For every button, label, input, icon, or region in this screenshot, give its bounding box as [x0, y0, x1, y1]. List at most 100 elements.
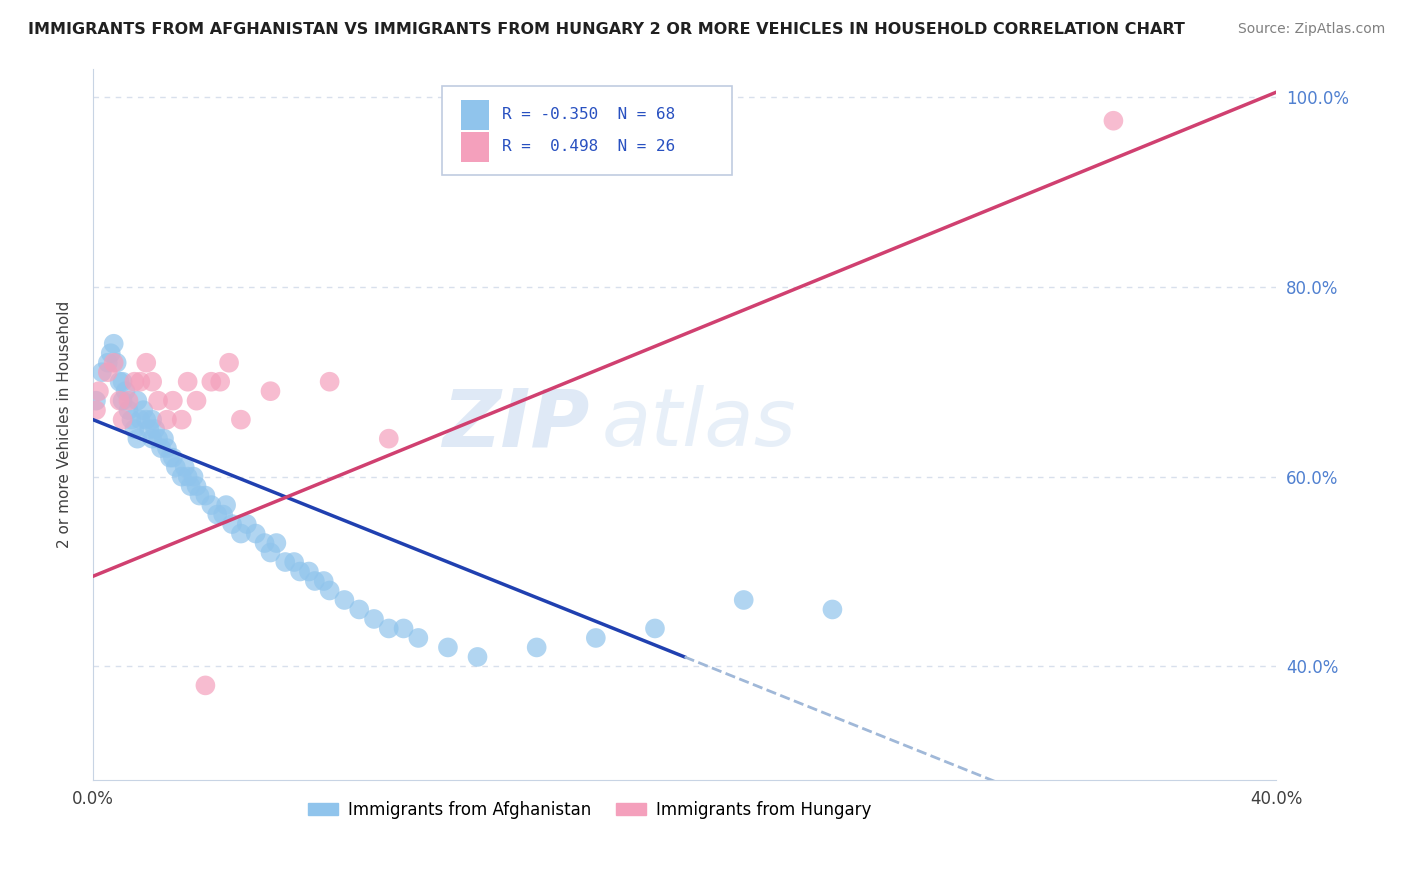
Point [298, 565, 321, 579]
Point [117, 393, 139, 408]
Point [121, 412, 143, 426]
Text: Source: ZipAtlas.com: Source: ZipAtlas.com [1237, 22, 1385, 37]
Text: IMMIGRANTS FROM AFGHANISTAN VS IMMIGRANTS FROM HUNGARY 2 OR MORE VEHICLES IN HOU: IMMIGRANTS FROM AFGHANISTAN VS IMMIGRANT… [28, 22, 1185, 37]
Point [200, 375, 222, 389]
Point [274, 555, 297, 569]
Point [236, 517, 259, 532]
Point [209, 375, 232, 389]
FancyBboxPatch shape [461, 100, 489, 129]
Point [141, 412, 163, 426]
Point [333, 593, 356, 607]
Point [259, 384, 281, 399]
Point [97, 365, 120, 379]
Point [176, 469, 198, 483]
Point [215, 498, 238, 512]
Point [266, 536, 288, 550]
Point [733, 593, 755, 607]
Point [159, 450, 181, 465]
Point [245, 526, 267, 541]
FancyBboxPatch shape [441, 87, 733, 176]
Point [124, 375, 146, 389]
Point [124, 422, 146, 436]
Point [378, 622, 401, 636]
Point [84, 403, 107, 417]
Point [283, 555, 305, 569]
Point [141, 375, 163, 389]
Point [180, 479, 202, 493]
Point [200, 498, 222, 512]
Point [467, 649, 489, 664]
Point [183, 469, 205, 483]
Point [129, 412, 152, 426]
Point [229, 412, 252, 426]
Point [186, 479, 208, 493]
Point [392, 622, 415, 636]
Point [105, 356, 128, 370]
Point [312, 574, 335, 588]
Point [127, 393, 149, 408]
Point [408, 631, 430, 645]
Point [378, 432, 401, 446]
Point [87, 384, 110, 399]
Point [170, 469, 193, 483]
Point [318, 375, 340, 389]
Point [146, 393, 169, 408]
Point [526, 640, 548, 655]
Point [108, 375, 131, 389]
Point [176, 375, 198, 389]
Point [138, 422, 160, 436]
Point [153, 432, 176, 446]
Text: atlas: atlas [602, 385, 796, 464]
Point [188, 489, 211, 503]
Point [437, 640, 460, 655]
Point [218, 356, 240, 370]
Point [135, 412, 157, 426]
Point [194, 489, 217, 503]
Point [103, 356, 125, 370]
Point [97, 356, 120, 370]
Y-axis label: 2 or more Vehicles in Household: 2 or more Vehicles in Household [58, 301, 72, 548]
Point [347, 602, 370, 616]
Point [162, 393, 184, 408]
Point [150, 441, 173, 455]
Point [132, 403, 155, 417]
FancyBboxPatch shape [461, 132, 489, 161]
Point [143, 422, 166, 436]
Point [100, 346, 122, 360]
Point [363, 612, 385, 626]
Point [304, 574, 326, 588]
Point [253, 536, 276, 550]
Point [156, 412, 179, 426]
Point [165, 460, 187, 475]
Point [103, 336, 125, 351]
Point [170, 412, 193, 426]
Point [259, 545, 281, 559]
Legend: Immigrants from Afghanistan, Immigrants from Hungary: Immigrants from Afghanistan, Immigrants … [301, 794, 879, 825]
Point [585, 631, 607, 645]
Point [194, 678, 217, 692]
Point [207, 508, 229, 522]
Point [821, 602, 844, 616]
Point [114, 384, 136, 399]
Point [108, 393, 131, 408]
Point [186, 393, 208, 408]
Point [644, 622, 666, 636]
Text: R = -0.350  N = 68: R = -0.350 N = 68 [502, 107, 676, 122]
Text: R =  0.498  N = 26: R = 0.498 N = 26 [502, 139, 676, 154]
Point [141, 432, 163, 446]
Text: ZIP: ZIP [443, 385, 591, 464]
Point [212, 508, 235, 522]
Point [117, 403, 139, 417]
Point [156, 441, 179, 455]
Point [127, 432, 149, 446]
Point [135, 356, 157, 370]
Point [111, 375, 134, 389]
Point [221, 517, 243, 532]
Point [129, 375, 152, 389]
Point [229, 526, 252, 541]
Point [111, 412, 134, 426]
Point [173, 460, 195, 475]
Point [90, 365, 112, 379]
Point [146, 432, 169, 446]
Point [318, 583, 340, 598]
